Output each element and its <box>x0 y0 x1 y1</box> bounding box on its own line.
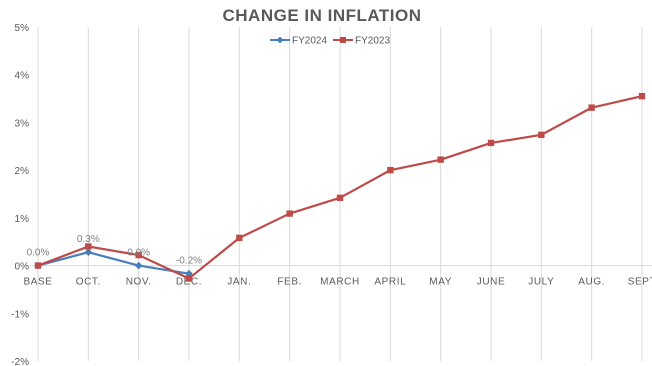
axes: -2% -1% 0% 1% 2% 3% 4% 5% BASE OCT. NOV. DEC. JAN. FE… <box>11 23 652 366</box>
data-point-fy2023 <box>85 243 92 250</box>
data-point-fy2023 <box>236 234 243 242</box>
x-tick-label: FEB. <box>277 277 302 288</box>
x-tick-label: JAN. <box>227 277 251 288</box>
y-tick-label: 0% <box>15 262 30 273</box>
legend-label: FY2024 <box>292 36 327 47</box>
data-label: 0.0% <box>27 248 50 259</box>
data-point-fy2023 <box>538 131 545 139</box>
data-point-fy2023 <box>34 262 42 269</box>
legend-label: FY2023 <box>355 36 390 47</box>
y-tick-label: 5% <box>15 23 30 34</box>
gridlines <box>37 27 643 361</box>
x-tick-label: SEPT <box>628 277 652 288</box>
data-label: -0.2% <box>176 256 202 267</box>
data-point-fy2023 <box>286 210 293 217</box>
legend-marker <box>276 36 284 44</box>
y-tick-label: -1% <box>11 309 29 320</box>
data-point-fy2023 <box>387 166 394 174</box>
x-tick-label: OCT. <box>76 277 101 288</box>
data-point-fy2023 <box>336 194 344 202</box>
x-tick-label: JULY <box>528 277 554 288</box>
data-labels: 0.0% 0.3% 0.0% -0.2% <box>27 234 203 266</box>
x-tick-label: MARCH <box>320 277 360 288</box>
series-line-fy2024 <box>37 251 190 275</box>
y-tick-label: 2% <box>15 166 30 177</box>
data-point-fy2024 <box>84 248 93 257</box>
x-tick-label: APRIL <box>374 277 406 288</box>
chart-title: CHANGE IN INFLATION <box>222 6 421 25</box>
y-tick-label: -2% <box>11 357 29 366</box>
data-point-fy2023 <box>437 156 444 163</box>
x-tick-label: MAY <box>429 277 452 288</box>
y-tick-label: 1% <box>15 214 30 225</box>
series-layer <box>34 92 646 282</box>
data-point-fy2023 <box>588 104 595 111</box>
legend: FY2024 FY2023 <box>270 36 390 47</box>
data-point-fy2023 <box>185 275 193 282</box>
y-tick-label: 4% <box>15 71 30 82</box>
x-tick-label: JUNE <box>477 277 506 288</box>
data-label: 0.0% <box>127 248 150 259</box>
legend-marker <box>340 37 346 43</box>
x-tick-label: AUG. <box>578 277 605 288</box>
data-point-fy2023 <box>135 251 142 259</box>
x-tick-label: DEC. <box>176 277 202 288</box>
x-tick-label: BASE <box>23 277 52 288</box>
data-label: 0.3% <box>77 234 100 245</box>
data-point-fy2023 <box>487 139 495 147</box>
y-tick-label: 3% <box>15 118 30 129</box>
x-tick-label: NOV. <box>126 277 152 288</box>
data-point-fy2024 <box>134 261 143 270</box>
data-point-fy2023 <box>638 92 646 100</box>
